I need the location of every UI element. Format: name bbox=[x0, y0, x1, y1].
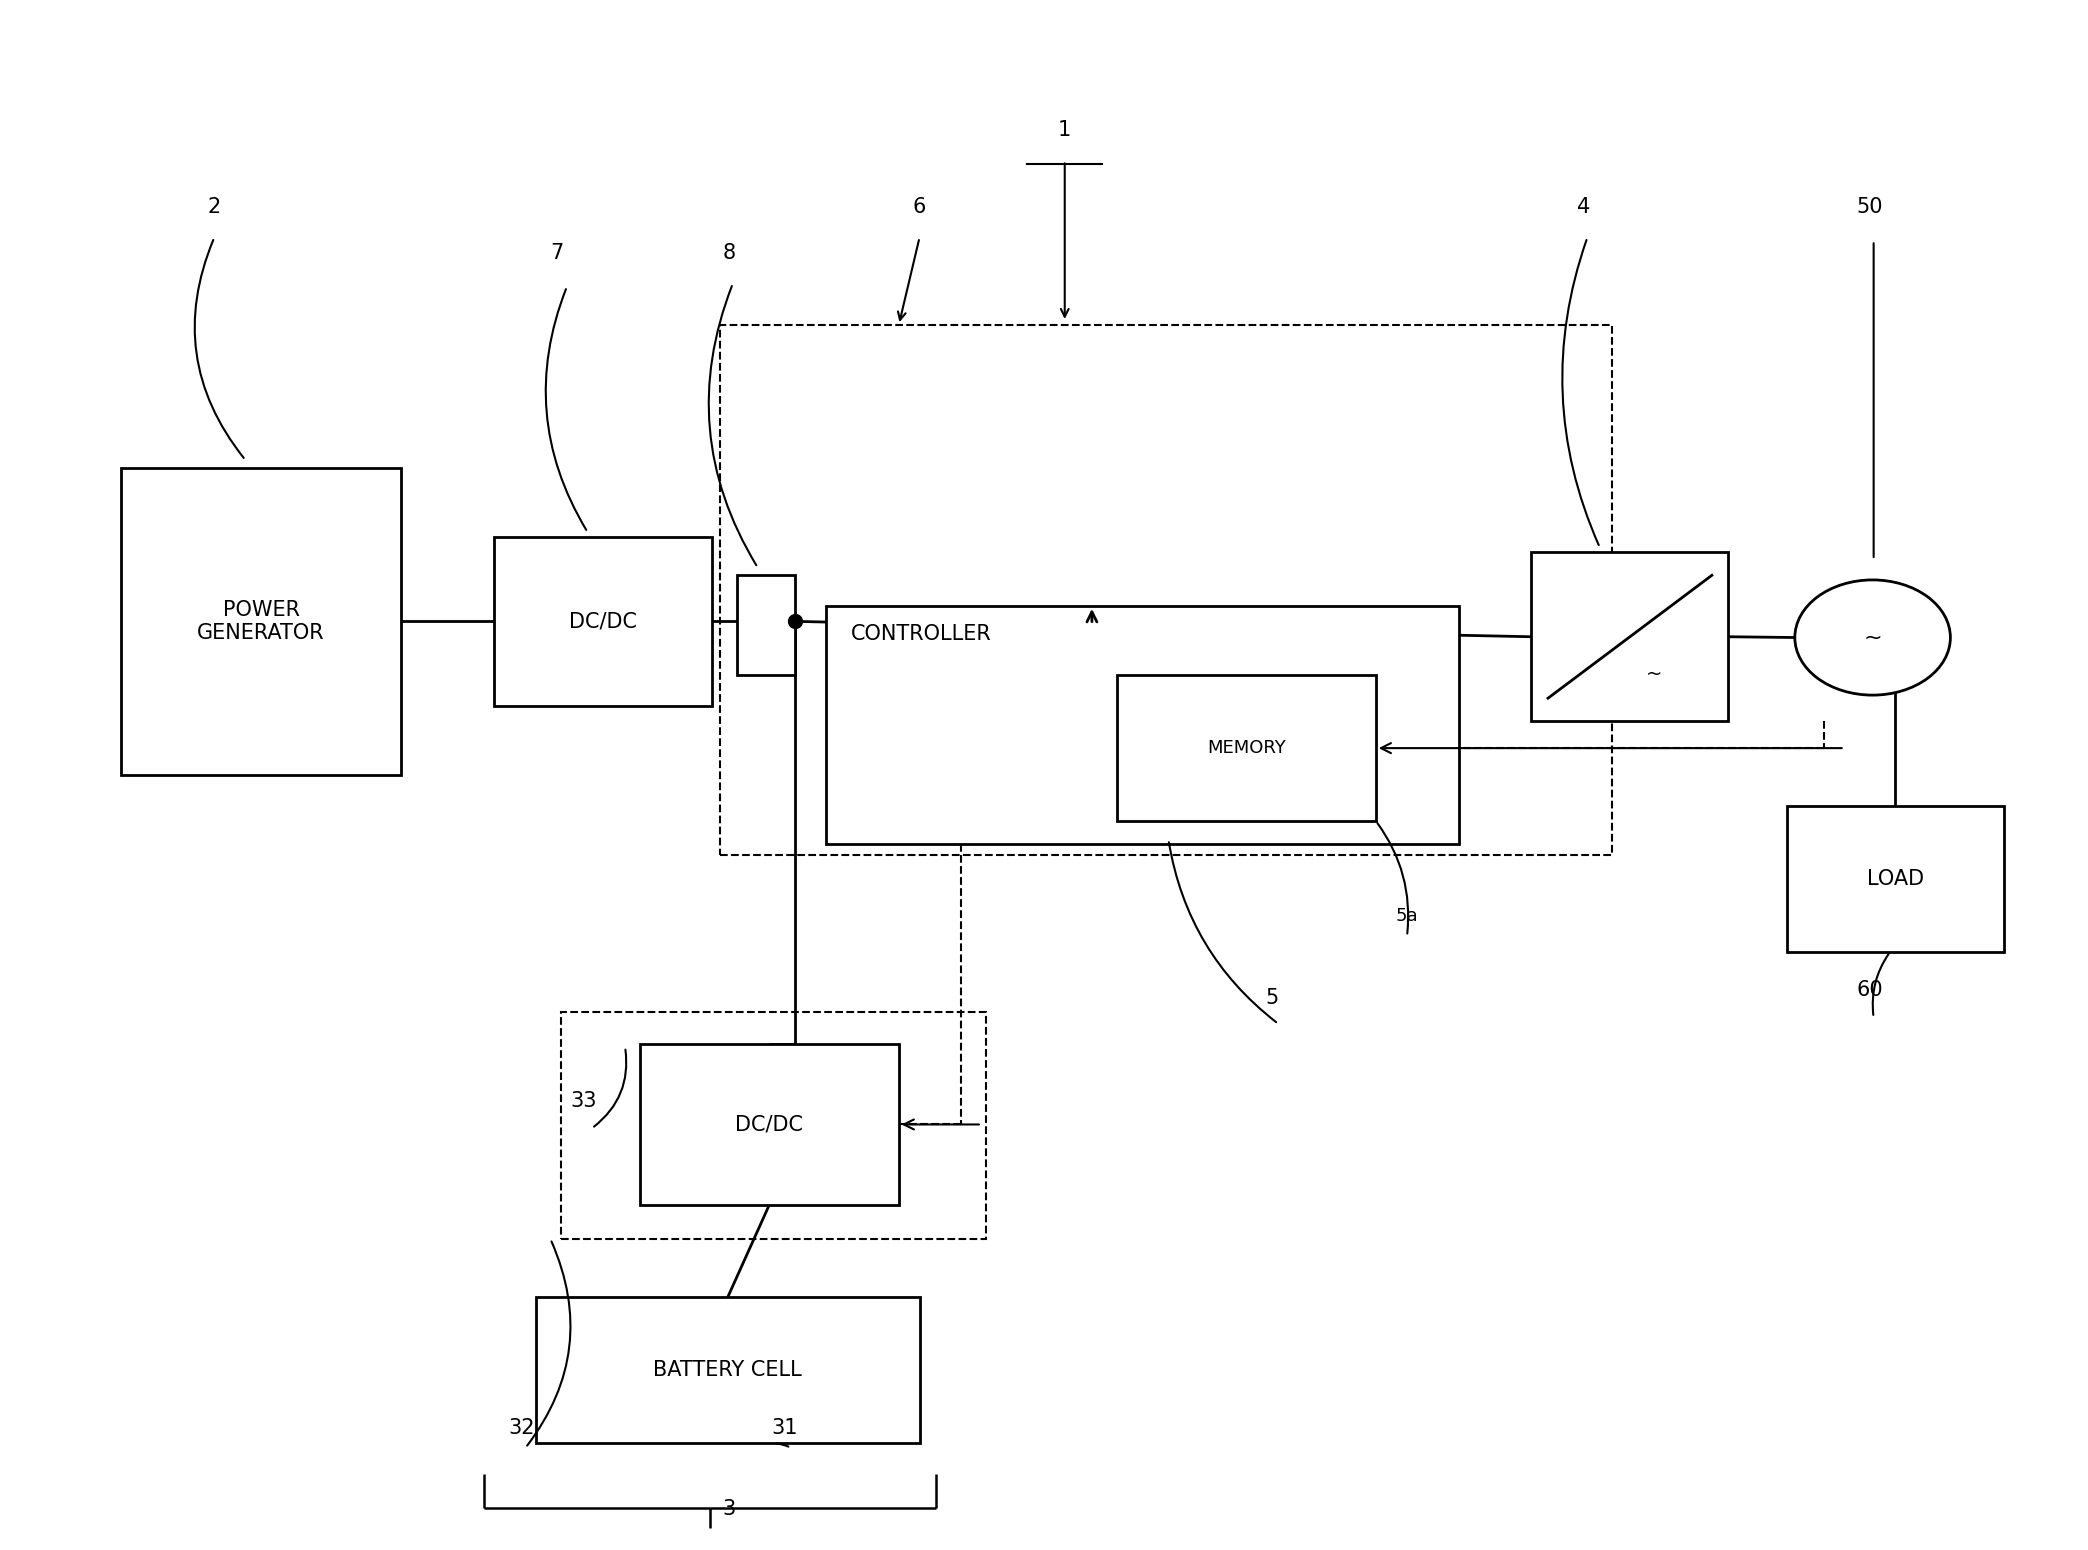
Text: 3: 3 bbox=[722, 1499, 735, 1519]
Text: LOAD: LOAD bbox=[1867, 868, 1923, 888]
Text: 32: 32 bbox=[507, 1418, 535, 1438]
Bar bbox=[737, 575, 796, 676]
Bar bbox=[639, 1043, 898, 1204]
Text: POWER
GENERATOR: POWER GENERATOR bbox=[196, 600, 326, 643]
Text: CONTROLLER: CONTROLLER bbox=[852, 625, 992, 645]
Bar bbox=[827, 606, 1460, 845]
Circle shape bbox=[1796, 580, 1950, 694]
Text: ~: ~ bbox=[1645, 665, 1662, 684]
Bar bbox=[1531, 552, 1729, 721]
Bar bbox=[1787, 806, 2004, 952]
Bar bbox=[720, 326, 1612, 856]
Text: 50: 50 bbox=[1856, 197, 1883, 217]
Text: BATTERY CELL: BATTERY CELL bbox=[654, 1361, 802, 1380]
Text: 1: 1 bbox=[1059, 119, 1071, 140]
Text: MEMORY: MEMORY bbox=[1207, 739, 1286, 756]
Text: ~: ~ bbox=[1862, 628, 1881, 648]
Text: 5a: 5a bbox=[1395, 907, 1418, 925]
Text: 33: 33 bbox=[570, 1091, 597, 1111]
Text: DC/DC: DC/DC bbox=[735, 1114, 804, 1135]
Bar bbox=[495, 536, 712, 705]
Bar bbox=[562, 1012, 986, 1238]
Text: 31: 31 bbox=[770, 1418, 798, 1438]
Text: 4: 4 bbox=[1576, 197, 1589, 217]
Text: 6: 6 bbox=[912, 197, 927, 217]
Bar bbox=[1117, 676, 1376, 822]
Text: 60: 60 bbox=[1856, 980, 1883, 1000]
Text: 5: 5 bbox=[1265, 987, 1278, 1008]
Bar bbox=[121, 468, 401, 775]
Text: 7: 7 bbox=[549, 243, 564, 262]
Bar bbox=[537, 1297, 919, 1443]
Text: DC/DC: DC/DC bbox=[570, 611, 637, 631]
Text: 8: 8 bbox=[722, 243, 735, 262]
Text: 2: 2 bbox=[207, 197, 221, 217]
